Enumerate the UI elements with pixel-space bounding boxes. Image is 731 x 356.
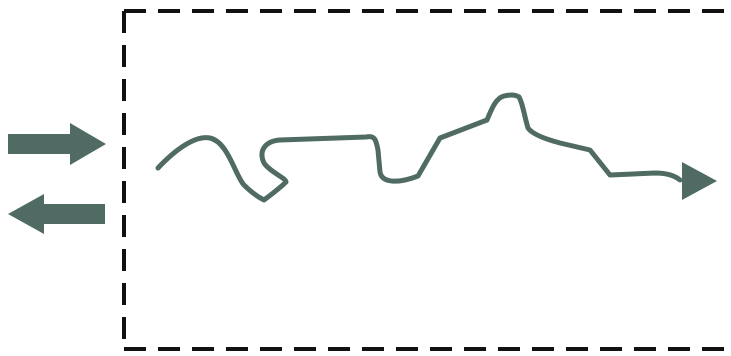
path-arrowhead-icon [682,162,717,200]
arrow-right-icon [8,123,106,165]
wavy-path-line [155,92,683,203]
dashed-boundary [122,9,731,351]
arrow-left-icon [8,194,105,234]
